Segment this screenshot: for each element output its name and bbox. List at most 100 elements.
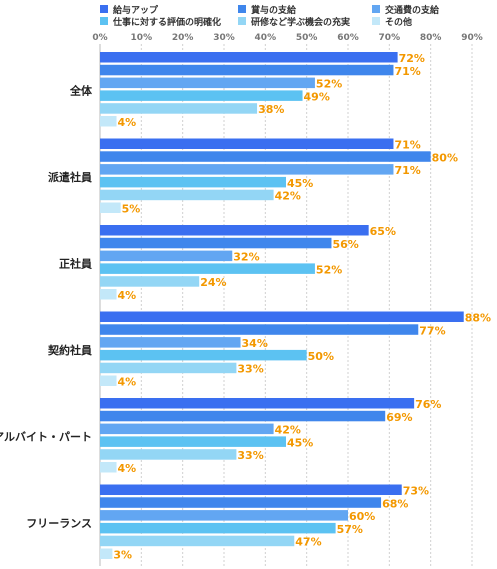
category-label: アルバイト・パート xyxy=(0,430,92,443)
bar xyxy=(100,410,386,422)
bar xyxy=(100,449,237,460)
value-label: 32% xyxy=(233,251,259,264)
legend-label: 給与アップ xyxy=(113,4,159,16)
legend-swatch xyxy=(238,5,246,13)
value-label: 4% xyxy=(118,116,137,129)
grid xyxy=(99,44,473,566)
legend-swatch xyxy=(372,17,380,25)
category-label: 正社員 xyxy=(59,256,92,270)
bar xyxy=(100,337,241,348)
value-label: 65% xyxy=(370,225,396,238)
value-label: 72% xyxy=(399,52,425,65)
bar xyxy=(100,311,464,322)
legend-label: 研修など学ぶ機会の充実 xyxy=(251,16,350,28)
x-tick-label: 80% xyxy=(420,33,442,43)
value-label: 52% xyxy=(316,263,342,276)
value-label: 50% xyxy=(308,350,334,363)
legend-swatch xyxy=(100,5,108,13)
bar xyxy=(100,324,419,335)
legend-swatch xyxy=(238,17,246,25)
bar xyxy=(100,349,307,361)
value-label: 45% xyxy=(287,177,313,190)
value-label: 52% xyxy=(316,78,342,91)
value-label: 69% xyxy=(386,411,412,424)
bar xyxy=(100,90,303,101)
value-label: 24% xyxy=(200,276,226,289)
value-label: 42% xyxy=(275,424,301,437)
bar xyxy=(100,52,398,63)
bar xyxy=(100,484,402,495)
bar xyxy=(100,276,200,287)
legend-swatch xyxy=(372,5,380,13)
x-tick-label: 40% xyxy=(255,33,277,43)
category-label: 契約社員 xyxy=(47,343,92,357)
bar xyxy=(100,398,415,409)
legend-label: その他 xyxy=(385,16,412,28)
value-label: 60% xyxy=(349,510,375,523)
legend-label: 賞与の支給 xyxy=(251,4,297,16)
value-label: 45% xyxy=(287,436,313,449)
bar xyxy=(100,535,295,547)
bar xyxy=(100,225,369,236)
bar xyxy=(100,164,394,175)
x-tick-label: 60% xyxy=(337,33,359,43)
bar xyxy=(100,151,431,162)
legend-label: 仕事に対する評価の明確化 xyxy=(112,16,221,28)
bar xyxy=(100,103,258,114)
bars: 72%71%52%49%38%4%71%80%71%45%42%5%65%56%… xyxy=(100,52,491,562)
bar xyxy=(100,138,394,149)
value-label: 73% xyxy=(403,485,429,498)
bar xyxy=(100,436,286,447)
value-label: 33% xyxy=(237,449,263,462)
bar xyxy=(100,362,237,374)
value-label: 49% xyxy=(304,90,330,103)
legend-label: 交通費の支給 xyxy=(385,4,440,16)
category-label: 派遣社員 xyxy=(48,170,92,184)
x-axis-ticks: 0% 10% 20% 30% 40% 50% 60% 70% 80% 90% xyxy=(92,33,482,43)
value-label: 71% xyxy=(394,164,420,177)
value-label: 47% xyxy=(295,536,321,549)
bar xyxy=(100,64,394,76)
bar xyxy=(100,289,117,300)
bar xyxy=(100,497,382,508)
bar xyxy=(100,375,117,386)
value-label: 71% xyxy=(394,65,420,78)
bar xyxy=(100,116,117,127)
x-tick-label: 10% xyxy=(131,33,153,43)
value-label: 42% xyxy=(275,190,301,203)
value-label: 4% xyxy=(118,376,137,389)
value-label: 68% xyxy=(382,497,408,510)
value-label: 56% xyxy=(332,238,358,251)
value-label: 4% xyxy=(118,289,137,302)
category-label: フリーランス xyxy=(26,517,92,530)
bar xyxy=(100,522,336,534)
bar xyxy=(100,263,315,274)
value-label: 4% xyxy=(118,462,137,475)
value-label: 33% xyxy=(237,363,263,376)
bar xyxy=(100,77,315,89)
bar xyxy=(100,250,233,262)
value-label: 80% xyxy=(432,151,458,164)
value-label: 57% xyxy=(337,523,363,536)
bar xyxy=(100,202,121,213)
bar xyxy=(100,462,117,473)
x-tick-label: 70% xyxy=(379,33,401,43)
value-label: 38% xyxy=(258,103,284,116)
x-tick-label: 50% xyxy=(296,33,318,43)
value-label: 34% xyxy=(242,337,268,350)
bar xyxy=(100,176,286,188)
value-label: 5% xyxy=(122,203,141,216)
bar xyxy=(100,423,274,435)
value-label: 3% xyxy=(113,549,132,562)
x-tick-label: 30% xyxy=(213,33,235,43)
bar xyxy=(100,237,332,249)
legend-swatch xyxy=(100,17,108,25)
value-label: 77% xyxy=(419,324,445,337)
bar xyxy=(100,510,348,521)
bar xyxy=(100,548,113,559)
value-label: 88% xyxy=(465,312,491,325)
x-tick-label: 0% xyxy=(92,33,107,43)
